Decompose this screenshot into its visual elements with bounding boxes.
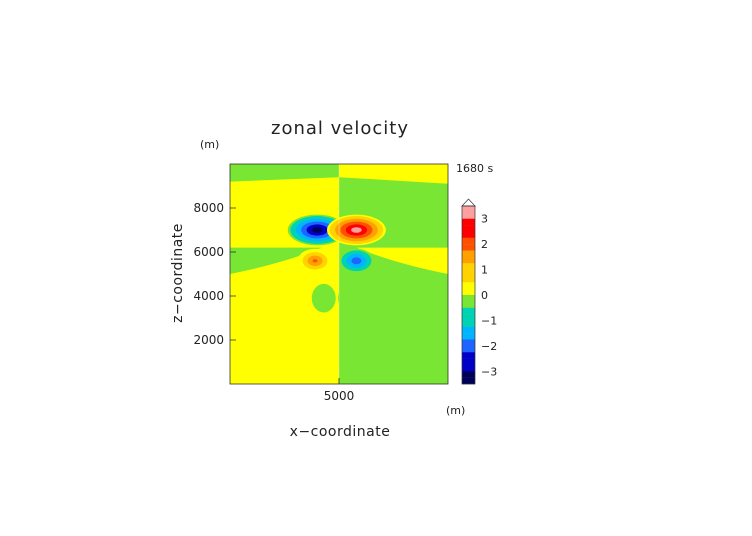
- velocity-cell: [311, 283, 336, 313]
- colorbar-band: [462, 206, 475, 213]
- axis-ticks: 2000 4000 6000 8000 5000: [193, 201, 354, 403]
- x-tick-label: 5000: [324, 389, 355, 403]
- colorbar-frame: [461, 205, 476, 385]
- y-tick-label: 2000: [193, 333, 224, 347]
- contour-band: [353, 228, 360, 232]
- y-unit-label: (m): [200, 138, 219, 151]
- contour-band: [314, 228, 320, 232]
- colorbar-band: [462, 301, 475, 308]
- colorbar-tick-label: 1: [481, 264, 488, 277]
- colorbar-band: [462, 352, 475, 359]
- colorbar-band: [462, 275, 475, 283]
- contour-band: [319, 293, 328, 303]
- x-axis-label: x−coordinate: [290, 424, 391, 440]
- field-right-tongue: [356, 247, 448, 274]
- colorbar-band: [462, 250, 475, 258]
- y-tick-label: 6000: [193, 245, 224, 259]
- colorbar-band: [462, 320, 475, 327]
- colorbar-extend-arrow: [461, 198, 476, 207]
- contour-band: [312, 259, 318, 263]
- colorbar-tick-label: −1: [481, 314, 497, 327]
- colorbar-band: [462, 314, 475, 321]
- colorbar-tick-label: 3: [481, 213, 488, 226]
- colorbar-band: [462, 256, 475, 264]
- colorbar-band: [462, 244, 475, 251]
- colorbar-band: [462, 218, 475, 226]
- colorbar-band: [462, 333, 475, 340]
- colorbar-band: [462, 212, 475, 219]
- x-unit-label: (m): [446, 404, 465, 417]
- colorbar-band: [462, 307, 475, 315]
- colorbar-band: [462, 377, 475, 385]
- y-axis-label: z−coordinate: [170, 223, 186, 323]
- colorbar-band: [462, 225, 475, 232]
- y-tick-label: 4000: [193, 289, 224, 303]
- colorbar-band: [462, 263, 475, 270]
- field-top-band: [230, 164, 339, 182]
- contour-band: [345, 293, 354, 303]
- velocity-cell: [337, 283, 362, 313]
- colorbar: 3 2 1 0 −1 −2 −3: [461, 198, 497, 385]
- field-left-tongue: [230, 247, 322, 274]
- field-top-band-right: [339, 164, 448, 184]
- field-background-left: [230, 164, 339, 384]
- chart-title: zonal velocity: [271, 118, 409, 139]
- colorbar-band: [462, 358, 475, 366]
- colorbar-band: [462, 237, 475, 245]
- field-background-right: [339, 164, 448, 384]
- velocity-cell: [297, 248, 333, 273]
- colorbar-tick-label: −3: [481, 365, 497, 378]
- plot-area: [229, 163, 449, 385]
- time-label: 1680 s: [456, 162, 493, 175]
- colorbar-tick-label: −2: [481, 340, 497, 353]
- colorbar-tick-label: 2: [481, 238, 488, 251]
- velocity-cell: [327, 214, 386, 246]
- contour-band: [353, 259, 359, 263]
- colorbar-band: [462, 269, 475, 277]
- colorbar-tick-label: 0: [481, 289, 488, 302]
- velocity-cell: [287, 214, 347, 246]
- colorbar-band: [462, 364, 475, 372]
- colorbar-band: [462, 282, 475, 289]
- y-tick-label: 8000: [193, 201, 224, 215]
- colorbar-band: [462, 345, 475, 353]
- colorbar-band: [462, 288, 475, 296]
- colorbar-band: [462, 371, 475, 378]
- colorbar-band: [462, 295, 475, 302]
- colorbar-band: [462, 231, 475, 238]
- colorbar-band: [462, 326, 475, 334]
- colorbar-band: [462, 339, 475, 347]
- velocity-cell: [339, 248, 374, 273]
